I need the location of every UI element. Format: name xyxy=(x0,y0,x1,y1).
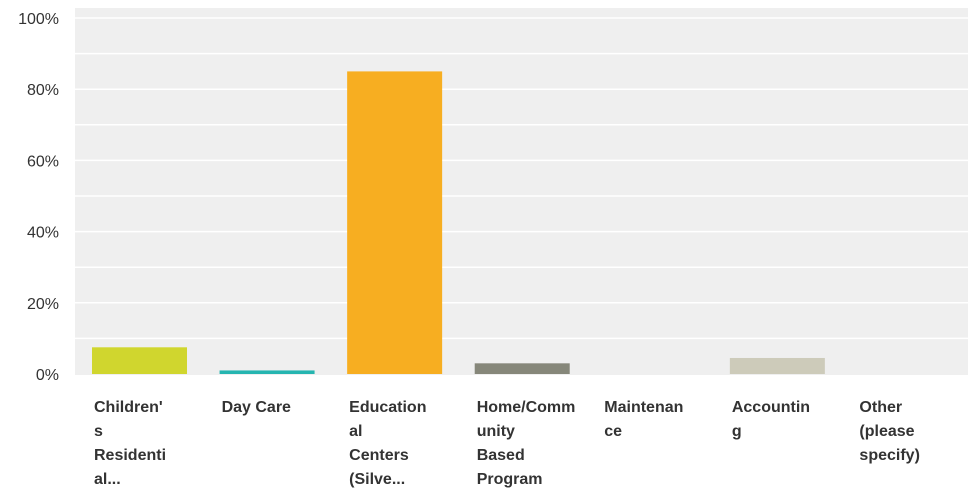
x-category-label: Home/Comm unity Based Program xyxy=(476,399,576,488)
y-tick-label: 20% xyxy=(27,296,59,313)
bar xyxy=(219,370,315,374)
bar xyxy=(729,357,825,374)
x-category-label: Other (please specify) xyxy=(859,399,920,464)
y-tick-label: 60% xyxy=(27,153,59,170)
y-tick-label: 40% xyxy=(27,225,59,242)
x-category-label: Children' s Residenti al... xyxy=(94,399,167,488)
y-tick-label: 0% xyxy=(36,367,59,384)
bar xyxy=(347,71,443,375)
plot-background xyxy=(75,8,968,375)
bar xyxy=(474,363,570,374)
bars xyxy=(92,71,825,375)
y-axis-ticks: 0% 20% 40% 60% 80% 100% xyxy=(18,11,59,384)
bar xyxy=(92,347,187,374)
x-category-label: Day Care xyxy=(221,399,291,416)
y-tick-label: 80% xyxy=(27,82,59,99)
x-category-label: Accountin g xyxy=(731,399,811,440)
x-category-label: Maintenan ce xyxy=(604,399,684,440)
gridlines xyxy=(75,17,968,340)
x-category-label: Education al Centers (Silve... xyxy=(349,399,427,488)
y-tick-label: 100% xyxy=(18,11,59,28)
